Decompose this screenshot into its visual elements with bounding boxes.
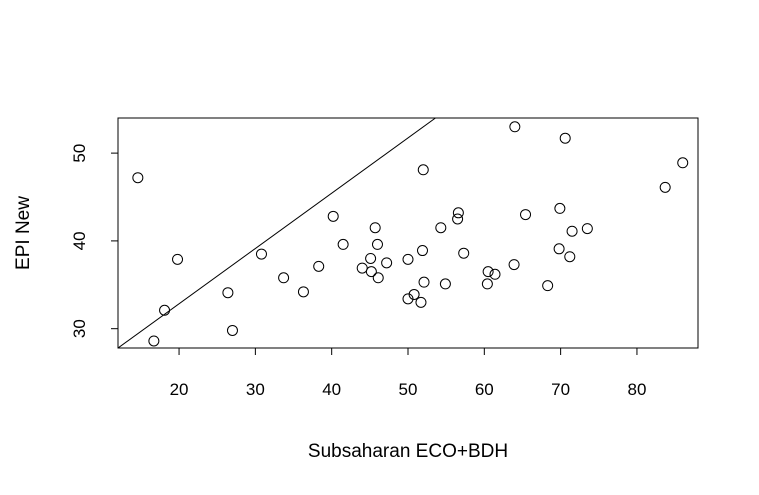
data-point [452,213,464,225]
data-point [415,296,427,308]
data-point [222,287,234,299]
data-point [365,266,377,278]
data-point [408,288,420,300]
x-axis: 20 30 40 50 60 70 80 [170,347,646,399]
data-point [417,245,428,257]
data-point [226,324,238,336]
data-point [255,248,267,260]
data-point [489,268,501,280]
data-point [148,335,160,347]
data-point [372,272,384,284]
x-tick-label: 30 [246,380,265,399]
data-point [554,202,566,214]
data-point [365,252,377,264]
data-point [159,304,171,316]
data-points [132,121,689,347]
x-axis-title: Subsaharan ECO+BDH [308,441,508,462]
data-point [327,210,339,222]
y-tick-label: 40 [70,231,89,250]
x-tick-label: 60 [475,380,494,399]
data-point [542,280,554,292]
data-point [337,238,349,250]
data-point [132,172,144,184]
data-point [417,164,429,176]
reference-line-layer [118,118,436,348]
plot-frame [117,117,699,349]
y-axis: 30 40 50 [70,144,119,338]
y-tick-label: 30 [70,319,89,338]
data-point [356,262,368,274]
y-axis-title: EPI New [13,196,34,270]
reference-line [118,118,436,348]
data-point [677,157,689,169]
data-point [581,223,593,235]
data-point [509,121,521,133]
data-point [313,260,325,272]
data-point [297,286,309,298]
data-point [418,276,430,288]
y-tick-label: 50 [70,144,89,163]
data-point [659,181,671,193]
data-point [508,259,520,271]
data-point [439,278,451,290]
data-point [482,266,494,278]
data-point [458,247,470,259]
data-point [172,253,184,265]
x-tick-label: 50 [399,380,418,399]
data-point [520,209,532,221]
data-point [553,243,565,255]
data-point [564,251,576,263]
data-point [381,257,393,269]
data-point [566,225,578,237]
x-tick-label: 20 [170,380,189,399]
x-tick-label: 80 [627,380,646,399]
data-point [402,253,414,265]
data-point [481,278,493,290]
x-tick-label: 70 [551,380,570,399]
data-point [452,207,464,219]
data-point [559,132,571,144]
data-point [369,222,381,234]
data-point [371,238,383,250]
x-tick-label: 40 [322,380,341,399]
data-point [278,272,290,284]
data-point [435,222,447,234]
